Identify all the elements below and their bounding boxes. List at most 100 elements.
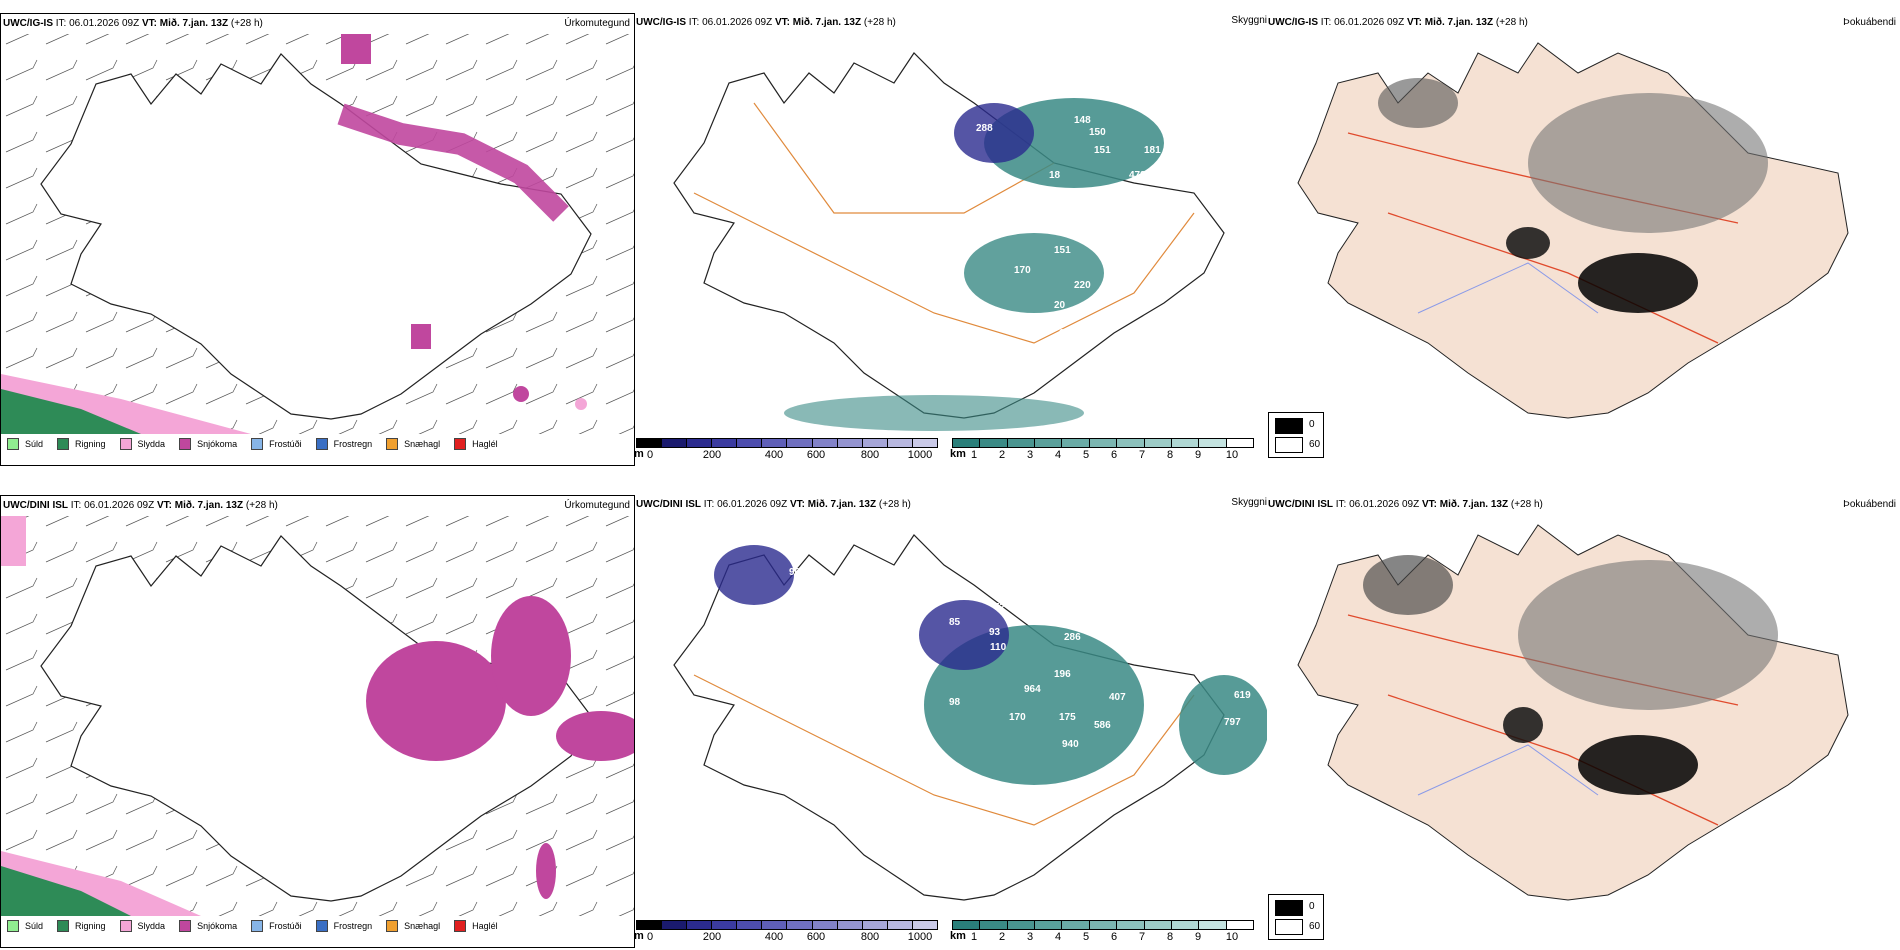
panel-header: UWC/IG-IS IT: 06.01.2026 09Z VT: Mið. 7.… [3, 18, 263, 29]
lead-time: (+28 h) [863, 17, 896, 28]
vis-label: 20 [1054, 300, 1066, 311]
tick: 9 [1194, 931, 1202, 943]
visibility-value-labels: 116 288 148 150 181 151 478 18 101 116 1… [934, 115, 1161, 339]
lead-time: (+28 h) [1510, 499, 1543, 510]
fog-legend-max: 60 [1309, 439, 1321, 450]
vis-label: 116 [934, 145, 951, 156]
dense-fog-area [1578, 253, 1698, 313]
colorbar-ticks: km 1 2 3 4 5 6 7 8 9 10 [950, 930, 1254, 943]
valid-time-label: VT: [789, 499, 805, 510]
model-name: UWC/IG-IS [1268, 17, 1318, 28]
visibility-m-colorbar: m 0 200 400 600 800 1000 [634, 920, 938, 943]
visibility-km-colorbar: km 1 2 3 4 5 6 7 8 9 10 [950, 438, 1254, 461]
swatch [179, 920, 192, 932]
valid-time: Mið. 7.jan. 13Z [807, 499, 877, 510]
tick: 7 [1138, 449, 1146, 461]
vis-label: 18 [1049, 170, 1061, 181]
lead-time: (+28 h) [1495, 17, 1528, 28]
vis-label: 148 [1074, 115, 1091, 126]
legend-item-rain: Rigning [57, 920, 106, 932]
model-name: UWC/DINI ISL [636, 499, 701, 510]
vis-label: 151 [1054, 245, 1071, 256]
legend-item-snow: Snjókoma [179, 920, 237, 932]
vis-label: 98 [949, 697, 961, 708]
visibility-panel-bottom: UWC/DINI ISL IT: 06.01.2026 09Z VT: Mið.… [634, 495, 1267, 946]
vis-label: 407 [1109, 692, 1126, 703]
swatch [454, 920, 467, 932]
vis-label: 797 [1224, 717, 1241, 728]
vis-label: 220 [1074, 280, 1091, 291]
road-lines [1387, 694, 1719, 826]
dense-fog-area [1578, 735, 1698, 795]
panel-title: Þokuábendi [1843, 17, 1896, 28]
valid-time-label: VT: [1421, 499, 1437, 510]
rain-area [1, 389, 141, 434]
legend-label: Rigning [75, 921, 106, 931]
legend-label: Haglél [472, 439, 498, 449]
legend-item-rain: Rigning [57, 438, 106, 450]
vis-label: 27 [1164, 697, 1176, 708]
legend-label: Súld [25, 921, 44, 931]
snow-area-2 [341, 34, 371, 64]
dense-fog-area-2 [1503, 707, 1543, 743]
vis-label: 150 [1089, 127, 1106, 138]
snow-area-3 [556, 711, 634, 761]
vis-label: 168 [1149, 610, 1166, 621]
tick: 1000 [907, 931, 933, 943]
vis-label: 96 [789, 567, 801, 578]
legend-item-sleet: Slydda [119, 920, 165, 932]
tick: 3 [1026, 449, 1034, 461]
swatch [7, 920, 19, 932]
very-low-vis-2 [919, 600, 1009, 670]
low-vis-area-2 [1179, 675, 1267, 775]
rivers [1417, 744, 1599, 796]
tick: 5 [1082, 449, 1090, 461]
tick: 6 [1110, 931, 1118, 943]
iceland-outline [40, 535, 592, 902]
vis-label: 85 [949, 617, 961, 628]
vis-label: 426 [1146, 669, 1163, 680]
colorbar-ticks: m 0 200 400 600 800 1000 [634, 930, 938, 943]
colorbar-unit: m [634, 448, 644, 460]
legend-label: Frostregn [333, 921, 373, 931]
swatch [119, 438, 132, 450]
swatch [386, 920, 399, 932]
tick: 2 [998, 931, 1006, 943]
colorbar-unit: km [950, 930, 966, 942]
tick: 2 [998, 449, 1006, 461]
legend-label: Haglél [472, 921, 498, 931]
swatch [251, 438, 264, 450]
vis-label: 150 [1189, 652, 1206, 663]
legend-label: Snæhagl [404, 439, 441, 449]
road-lines [1387, 212, 1719, 344]
tick: 10 [1225, 449, 1239, 461]
fog-area [1518, 560, 1778, 710]
vis-label: 170 [1014, 265, 1031, 276]
valid-time-label: VT: [774, 17, 790, 28]
iceland-outline [673, 52, 1225, 419]
panel-header: UWC/IG-IS IT: 06.01.2026 09Z VT: Mið. 7.… [1268, 17, 1528, 28]
iceland-outline [40, 53, 592, 420]
tick: 7 [1138, 931, 1146, 943]
tick: 8 [1166, 931, 1174, 943]
rain-area [1, 866, 131, 916]
legend-item-sleet: Slydda [119, 438, 165, 450]
legend-item-snow-pellets: Snæhagl [386, 438, 440, 450]
vis-label: 288 [976, 123, 993, 134]
rivers [1417, 262, 1599, 314]
model-name: UWC/IG-IS [3, 18, 53, 29]
panel-title: Skyggni [1231, 497, 1267, 508]
vis-label: 462 [1084, 562, 1101, 573]
init-time: IT: 06.01.2026 09Z [1335, 499, 1420, 510]
tick: 1000 [907, 449, 933, 461]
vis-label: 196 [1054, 669, 1071, 680]
colorbar-cells [952, 438, 1254, 448]
vis-label: 181 [1144, 145, 1161, 156]
fog-legend-max-swatch [1275, 418, 1303, 434]
legend-item-hail: Haglél [454, 920, 498, 932]
panel-title: Úrkomutegund [564, 500, 630, 511]
fog-legend-max: 60 [1309, 921, 1321, 932]
swatch [7, 438, 19, 450]
swatch [251, 920, 264, 932]
tick: 4 [1054, 449, 1062, 461]
